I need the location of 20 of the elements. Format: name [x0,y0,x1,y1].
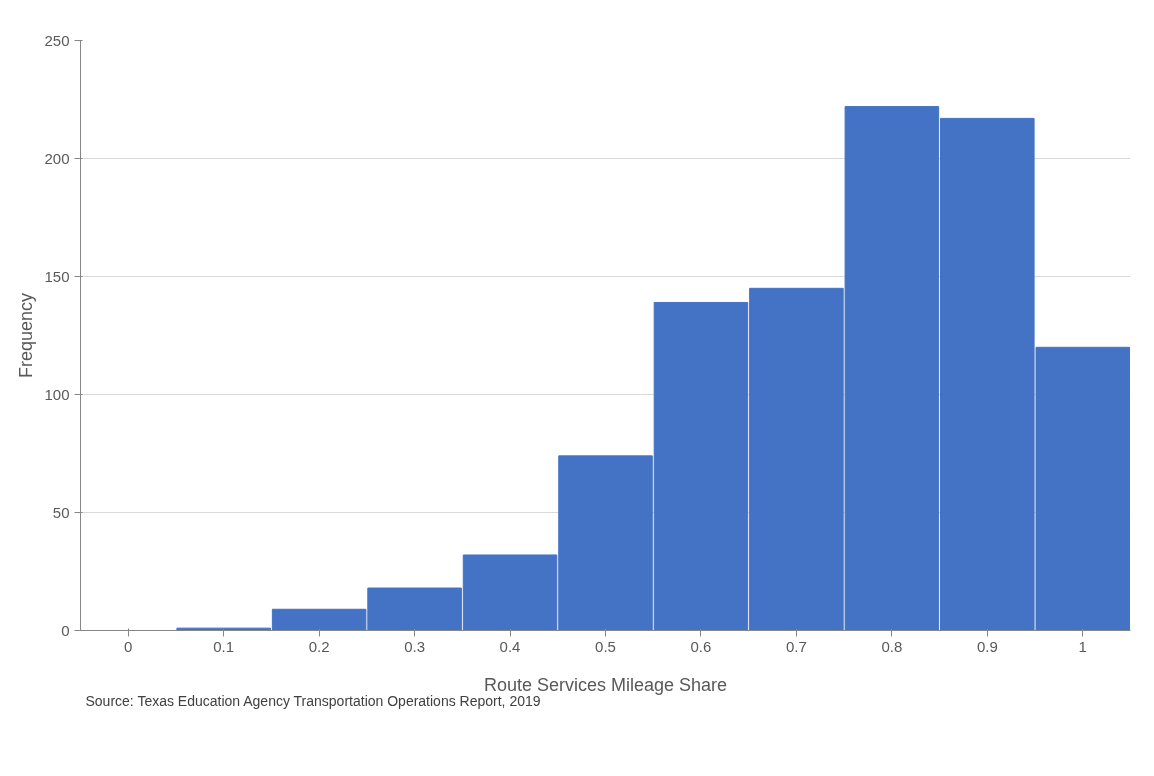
y-tick-label: 100 [44,385,70,403]
x-tick-label: 0.5 [595,637,616,655]
y-axis-title: Frequency [16,292,37,379]
x-tick-label: 0.6 [690,637,712,655]
x-tick-label: 0.9 [976,637,998,655]
y-tick-label: 150 [44,267,70,285]
source-note: Source: Texas Education Agency Transportation Operations Report, 2019 [85,692,541,709]
x-tick-label: 0.2 [308,637,330,655]
x-tick-label: 0 [124,637,133,655]
y-tick-label: 250 [44,31,70,49]
x-tick-label: 0.7 [785,637,807,655]
y-tick-label: 0 [61,621,70,639]
x-axis-title: Route Services Mileage Share [483,674,728,695]
x-tick-label: 0.8 [881,637,903,655]
x-tick-label: 0.4 [499,637,521,655]
y-tick-label: 50 [52,503,70,521]
y-tick-label: 200 [44,149,70,167]
x-tick-label: 0.1 [213,637,235,655]
x-tick-label: 1 [1078,637,1087,655]
x-tick-label: 0.3 [404,637,426,655]
